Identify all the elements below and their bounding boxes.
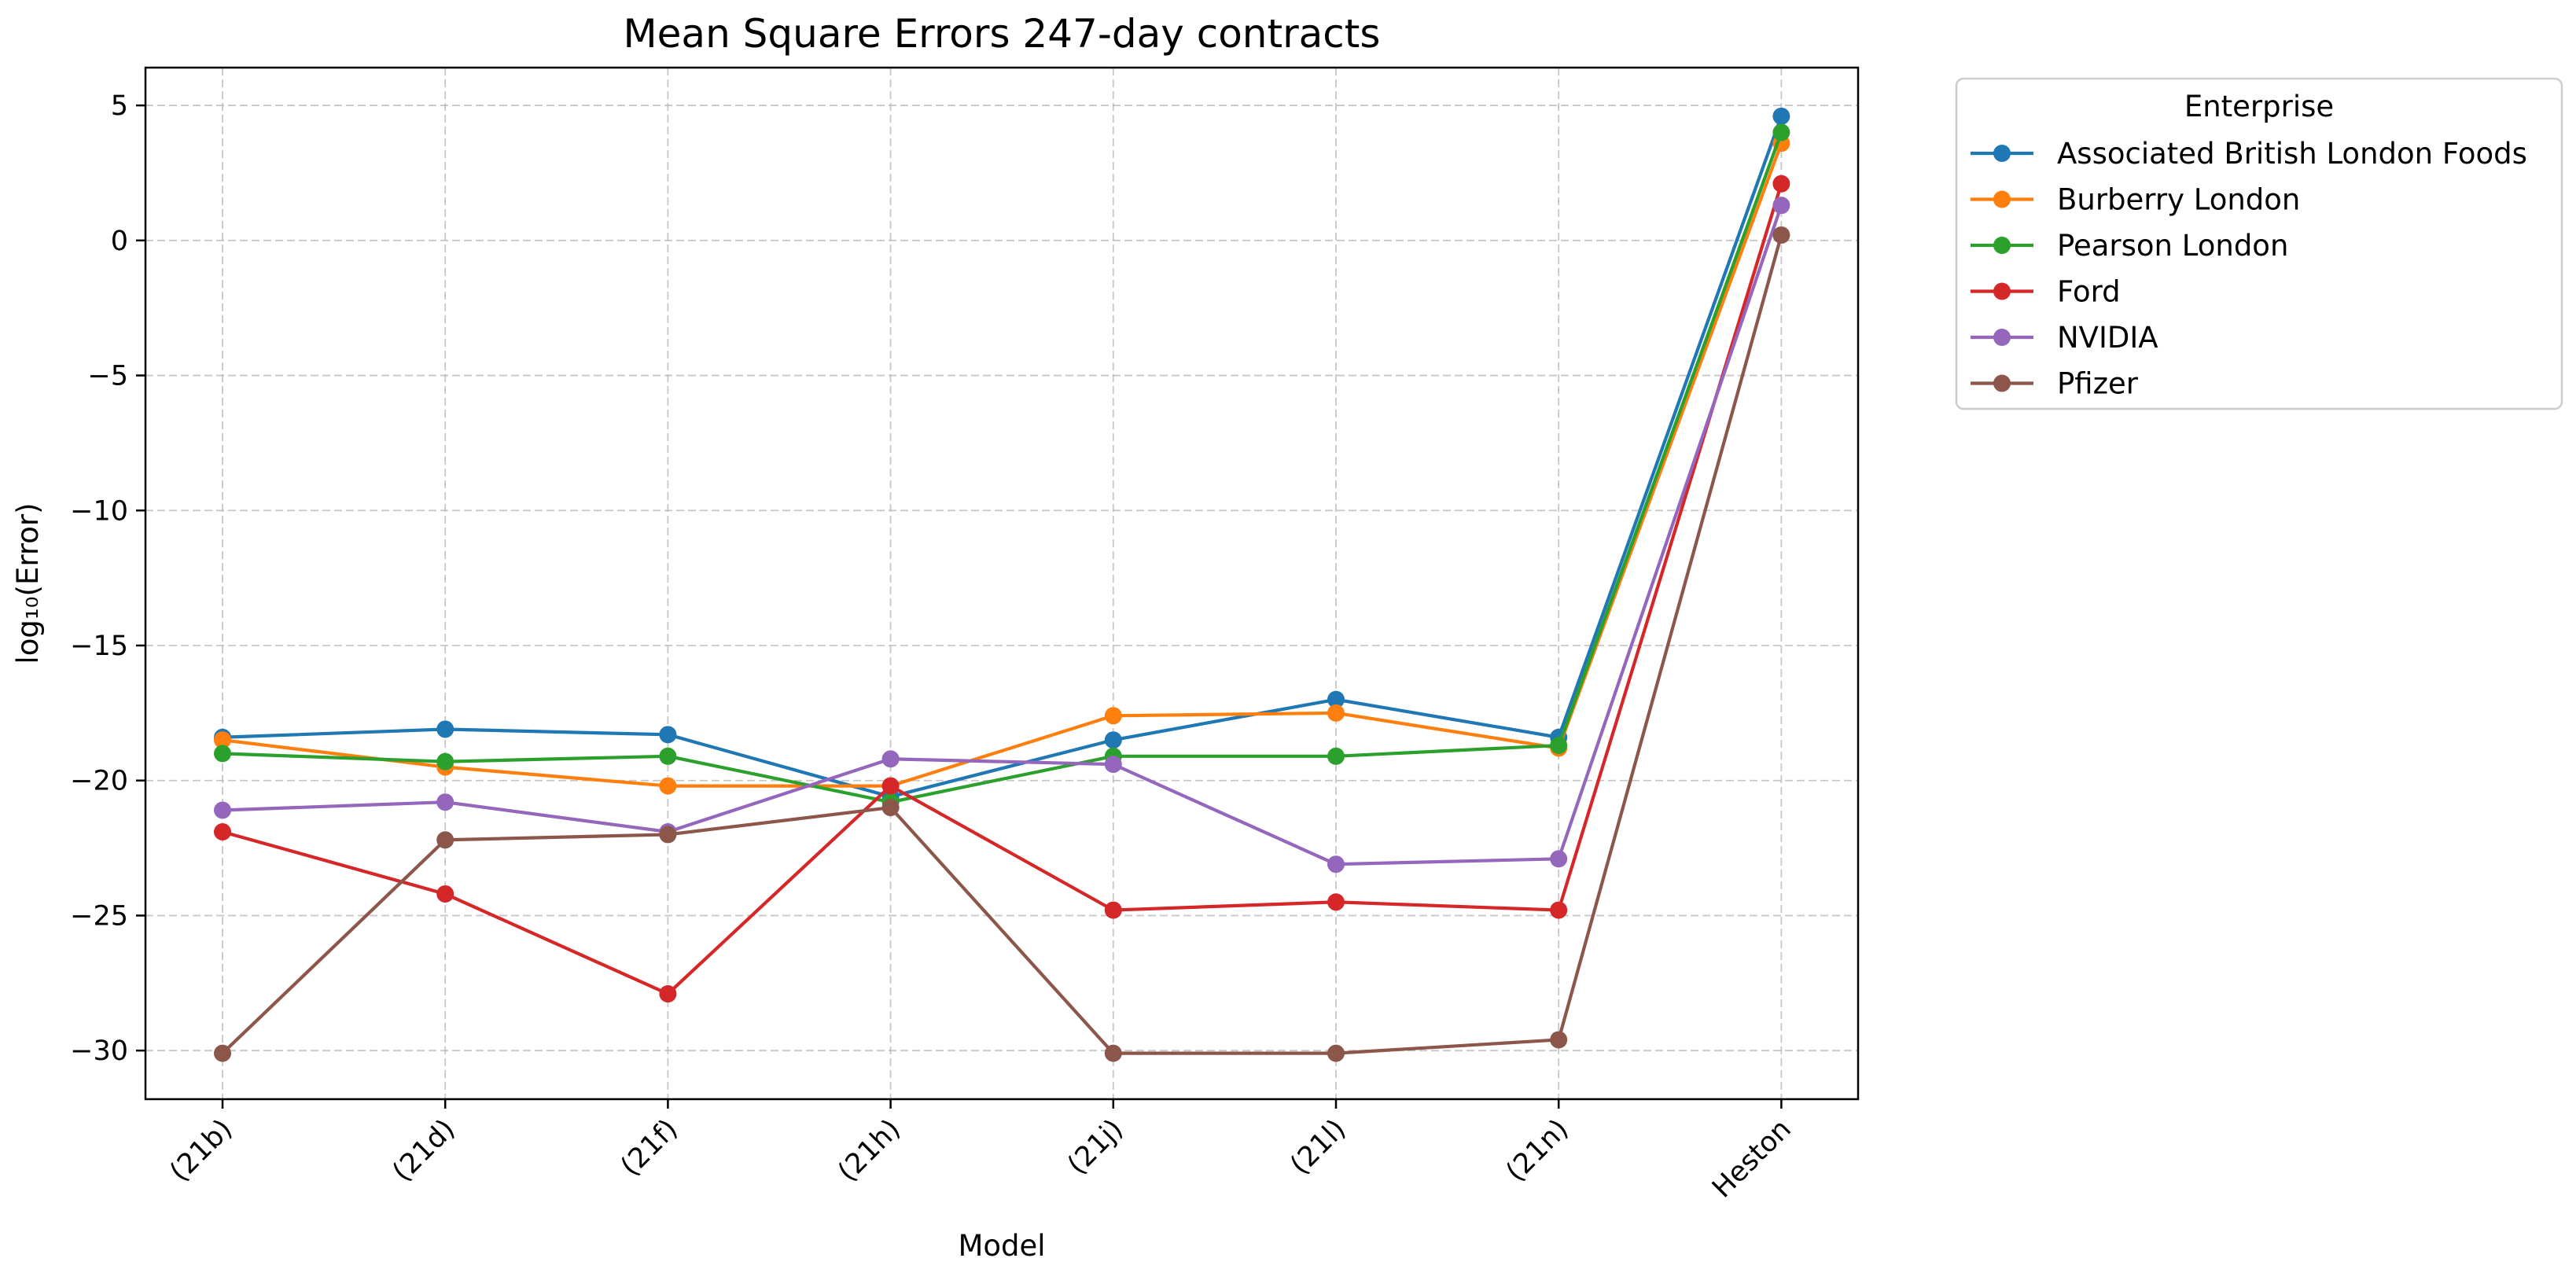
legend: Enterprise Associated British London Foo… (1955, 77, 2563, 410)
data-point (214, 822, 231, 840)
legend-marker (1993, 237, 2011, 254)
legend-marker (1993, 282, 2011, 300)
legend-marker (1993, 329, 2011, 346)
data-point (659, 826, 677, 844)
series (214, 226, 1790, 1062)
legend-title: Enterprise (2184, 90, 2334, 123)
data-point (1550, 737, 1568, 755)
plot-frame (144, 66, 1860, 1101)
legend-label: Pfizer (2057, 367, 2139, 401)
series-line (222, 116, 1783, 799)
data-point (1104, 707, 1122, 725)
data-point (1772, 175, 1790, 193)
data-point (436, 831, 454, 849)
series-line (222, 183, 1783, 996)
y-tick-label: −5 (87, 361, 128, 392)
chart-title: Mean Square Errors 247-day contracts (624, 11, 1381, 57)
data-point (436, 752, 454, 771)
legend-marker (1993, 145, 2011, 162)
data-point (1327, 855, 1345, 874)
series-line (222, 204, 1783, 866)
y-tick-label: −20 (70, 766, 128, 797)
data-point (1327, 1044, 1345, 1062)
data-point (1104, 756, 1122, 774)
data-point (1772, 107, 1790, 125)
data-point (659, 985, 677, 1003)
data-point (1772, 123, 1790, 142)
series-line (222, 131, 1783, 804)
series (214, 175, 1790, 1003)
data-point (1550, 1031, 1568, 1049)
data-point (436, 885, 454, 903)
data-point (1550, 901, 1568, 919)
data-point (659, 777, 677, 795)
series (214, 134, 1790, 795)
y-tick-label: 0 (111, 226, 128, 257)
data-point (436, 793, 454, 811)
series-line (221, 234, 1783, 1055)
legend-label: NVIDIA (2057, 321, 2158, 355)
data-point (1327, 690, 1345, 708)
data-point (1104, 731, 1122, 749)
y-tick-label: −30 (70, 1035, 128, 1067)
data-point (1772, 226, 1790, 244)
legend-marker (1993, 190, 2011, 208)
data-point (881, 799, 900, 817)
data-point (1327, 704, 1345, 722)
series-group (214, 107, 1790, 1062)
series-line (222, 142, 1783, 788)
data-point (1104, 901, 1122, 919)
x-axis-label: Model (958, 1229, 1045, 1263)
data-point (436, 720, 454, 738)
data-point (659, 747, 677, 765)
data-point (1327, 747, 1345, 765)
y-tick-label: −25 (70, 900, 128, 932)
legend-label: Pearson London (2057, 229, 2288, 263)
y-axis-label: log₁₀(Error) (11, 502, 45, 664)
data-point (659, 726, 677, 744)
data-point (881, 750, 900, 768)
data-point (214, 745, 231, 763)
data-point (1104, 1044, 1122, 1062)
y-tick-label: −10 (70, 495, 128, 527)
data-point (214, 801, 231, 819)
data-point (1772, 197, 1790, 215)
y-tick-label: −15 (70, 631, 128, 662)
legend-marker (1993, 374, 2011, 392)
y-tick-label: 5 (111, 90, 128, 122)
legend-label: Associated British London Foods (2057, 137, 2527, 171)
legend-box (1955, 77, 2563, 410)
data-point (214, 1044, 231, 1062)
data-point (1327, 893, 1345, 911)
data-point (1550, 850, 1568, 868)
legend-label: Burberry London (2057, 183, 2300, 217)
legend-label: Ford (2057, 275, 2121, 309)
data-point (214, 731, 231, 749)
data-point (881, 777, 900, 795)
